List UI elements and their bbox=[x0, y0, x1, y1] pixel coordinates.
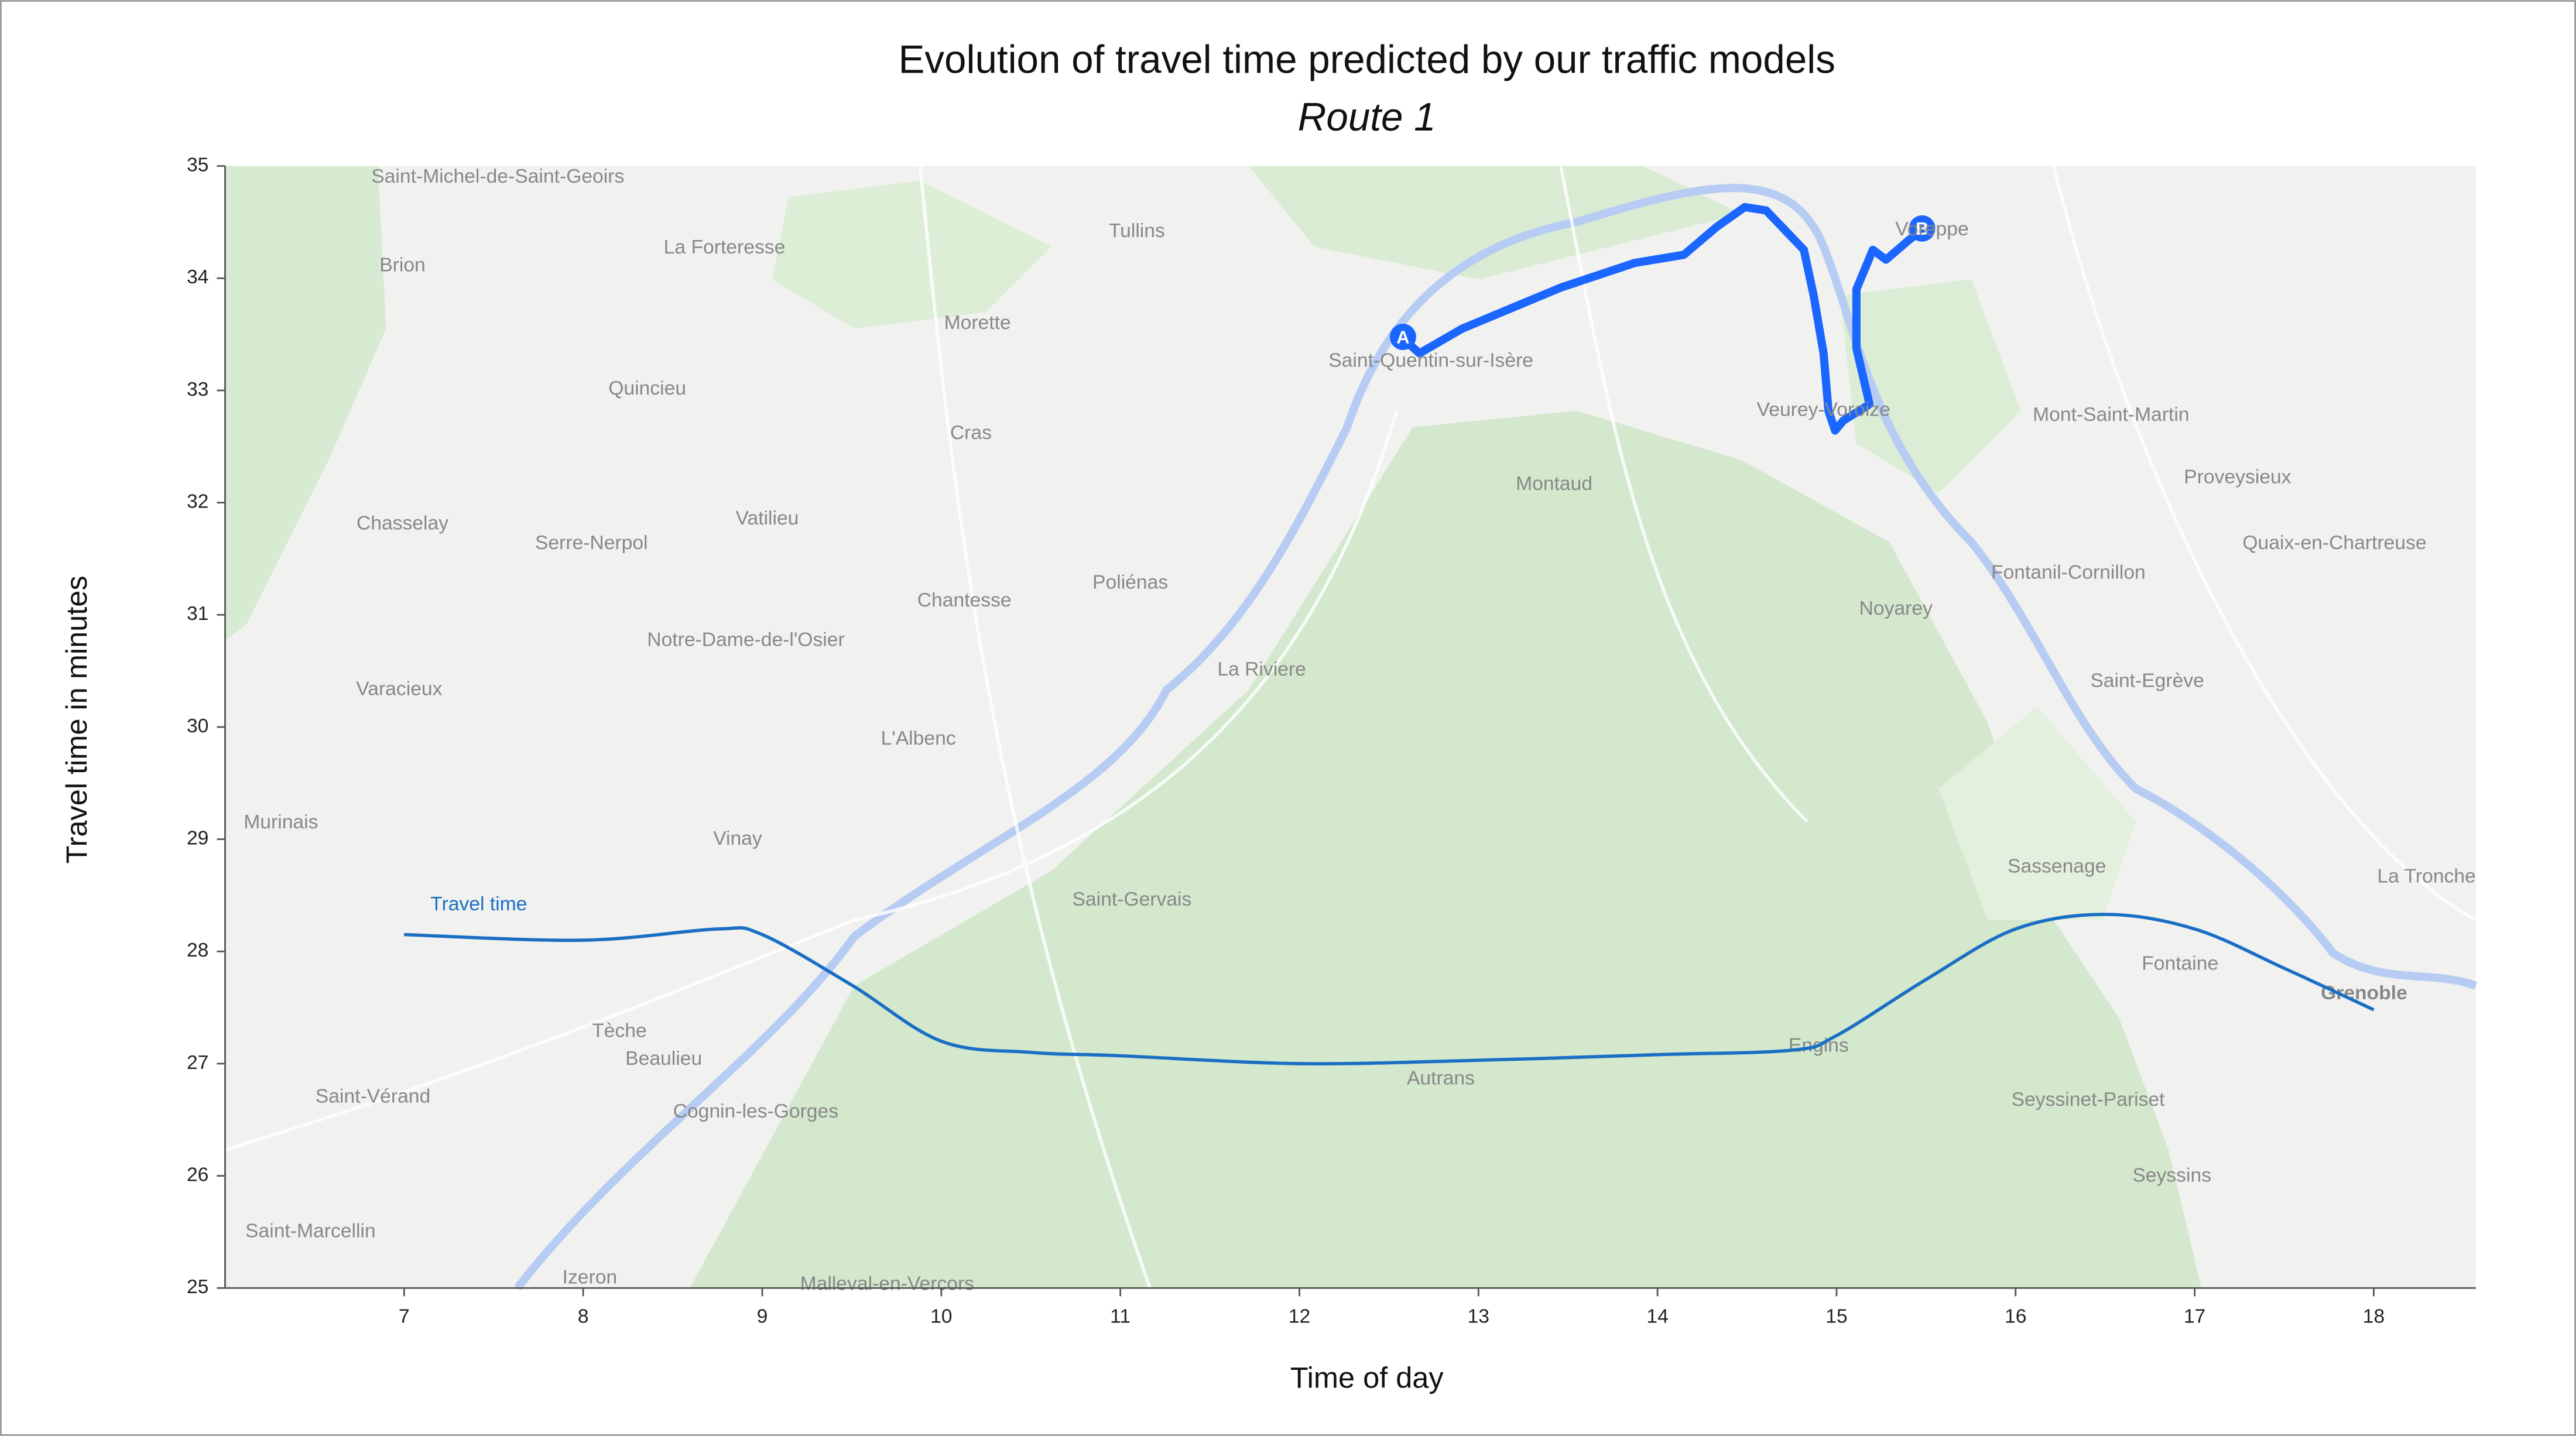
map-place-label: Brion bbox=[379, 255, 426, 276]
map-river bbox=[514, 184, 2478, 1291]
map-place-label: Cras bbox=[950, 422, 992, 444]
map-place-label: Veurey-Voroize bbox=[1757, 399, 1890, 421]
map-place-label: Serre-Nerpol bbox=[535, 532, 648, 554]
x-tick-label: 8 bbox=[578, 1306, 589, 1328]
y-tick-label: 34 bbox=[187, 266, 208, 288]
map-place-label: Autrans bbox=[1407, 1068, 1475, 1089]
map-forest bbox=[690, 410, 2202, 1288]
map-place-label: Saint-Marcellin bbox=[245, 1221, 376, 1242]
map-forest bbox=[1839, 279, 2021, 493]
x-axis-label: Time of day bbox=[1290, 1361, 1444, 1394]
y-tick-label: 31 bbox=[187, 603, 208, 625]
map-place-label: Montaud bbox=[1516, 473, 1592, 495]
map-place-label: Tullins bbox=[1109, 220, 1165, 242]
map-place-label: Malleval-en-Vercors bbox=[800, 1273, 974, 1295]
map-route bbox=[1399, 203, 1927, 435]
map-place-label: Saint-Gervais bbox=[1072, 889, 1191, 910]
map-place-label: Vinay bbox=[713, 828, 762, 849]
map-road bbox=[224, 165, 2477, 1289]
y-tick-label: 35 bbox=[187, 155, 208, 176]
y-axis-label: Travel time in minutes bbox=[60, 575, 93, 863]
chart-title: Evolution of travel time predicted by ou… bbox=[898, 38, 1835, 82]
route-start-marker bbox=[1389, 324, 1416, 350]
map-place-label: Voreppe bbox=[1895, 218, 1968, 240]
map-background: A B Saint-Michel-de-Saint-Geoirs Brion La … bbox=[224, 165, 2478, 1295]
x-tick-label: 17 bbox=[2184, 1306, 2205, 1328]
route-start-label: A bbox=[1396, 327, 1409, 347]
map-place-label: Seyssins bbox=[2132, 1164, 2211, 1186]
data-line bbox=[404, 913, 2375, 1065]
map-place-label: Tèche bbox=[592, 1020, 647, 1041]
x-tick-label: 15 bbox=[1825, 1306, 1847, 1328]
y-tick-label: 26 bbox=[187, 1164, 208, 1185]
map-place-label: Morette bbox=[944, 312, 1011, 334]
map-place-label: Saint-Michel-de-Saint-Geoirs bbox=[371, 166, 624, 187]
y-tick-label: 28 bbox=[187, 940, 208, 961]
map-place-label: Varacieux bbox=[356, 678, 442, 700]
map-place-label: Proveysieux bbox=[2184, 467, 2291, 488]
x-tick-label: 11 bbox=[1110, 1306, 1131, 1328]
x-tick-label: 10 bbox=[930, 1306, 952, 1328]
map-place-label: La Riviere bbox=[1217, 659, 1306, 680]
map-forest bbox=[772, 180, 1051, 329]
map-place-label: Sassenage bbox=[2008, 856, 2106, 878]
map-place-label: Quincieu bbox=[608, 378, 686, 399]
map-place-label: Fontaine bbox=[2142, 952, 2218, 974]
map-place-label: Grenoble bbox=[2321, 982, 2407, 1004]
map-forest bbox=[225, 166, 386, 641]
map-place-label: Beaulieu bbox=[625, 1048, 702, 1070]
line-annotation: Travel time bbox=[430, 893, 527, 915]
x-tick-label: 14 bbox=[1646, 1306, 1668, 1328]
map-place-label: Izeron bbox=[563, 1266, 618, 1288]
map-place-label: Murinais bbox=[244, 811, 318, 833]
x-tick-label: 7 bbox=[399, 1306, 410, 1328]
map-forest bbox=[1938, 706, 2136, 920]
chart-subtitle: Route 1 bbox=[1298, 95, 1436, 139]
map-place-label: L'Albenc bbox=[881, 728, 956, 749]
route-end-marker bbox=[1909, 215, 1936, 242]
map-place-label: Chantesse bbox=[917, 590, 1012, 611]
y-tick-label: 29 bbox=[187, 827, 208, 849]
map-labels: Saint-Michel-de-Saint-Geoirs Brion La Fort… bbox=[244, 166, 2476, 1294]
route-end-label: B bbox=[1916, 218, 1928, 239]
map-place-label: La Tronche bbox=[2377, 866, 2475, 887]
x-tick-label: 18 bbox=[2363, 1306, 2385, 1328]
y-tick-label: 30 bbox=[187, 715, 208, 737]
map-place-label: La Forteresse bbox=[664, 237, 786, 258]
map-place-label: Saint-Quentin-sur-Isère bbox=[1328, 349, 1533, 371]
x-tick-label: 16 bbox=[2005, 1306, 2026, 1328]
y-tick-label: 33 bbox=[187, 379, 208, 400]
map-place-label: Saint-Vérand bbox=[316, 1086, 430, 1108]
map-place-label: Cognin-les-Gorges bbox=[673, 1101, 838, 1122]
map-place-label: Notre-Dame-de-l'Osier bbox=[647, 629, 844, 651]
map-forest bbox=[1248, 166, 1742, 280]
map-place-label: Saint-Egrève bbox=[2090, 670, 2204, 692]
y-tick-label: 25 bbox=[187, 1276, 208, 1298]
map-place-label: Poliénas bbox=[1092, 571, 1168, 593]
y-tick-label: 27 bbox=[187, 1052, 208, 1074]
map-place-label: Seyssinet-Pariset bbox=[2012, 1089, 2166, 1111]
map-place-label: Fontanil-Cornillon bbox=[1991, 561, 2146, 583]
map-place-label: Chasselay bbox=[357, 512, 448, 534]
x-tick-label: 13 bbox=[1468, 1306, 1489, 1328]
map-place-label: Noyarey bbox=[1859, 598, 1933, 619]
map-place-label: Mont-Saint-Martin bbox=[2033, 404, 2189, 426]
map-place-label: Vatilieu bbox=[736, 508, 799, 529]
x-tick-label: 12 bbox=[1289, 1306, 1310, 1328]
y-tick-label: 32 bbox=[187, 491, 208, 513]
x-tick-label: 9 bbox=[757, 1306, 768, 1328]
map-place-label: Quaix-en-Chartreuse bbox=[2242, 532, 2426, 554]
